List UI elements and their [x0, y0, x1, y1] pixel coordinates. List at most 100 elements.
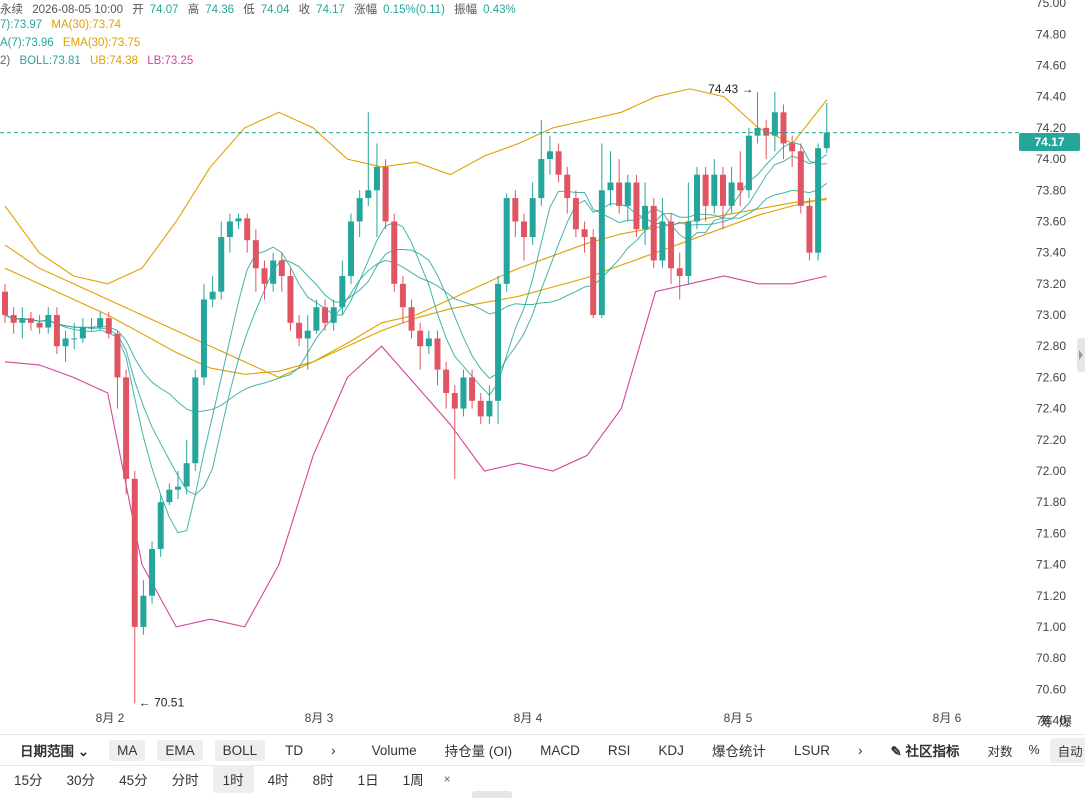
- max-price-label: 74.43 →: [708, 82, 753, 96]
- ma-info-line: 7):73.97 MA(30):73.74: [0, 19, 127, 31]
- close-icon[interactable]: ×: [443, 772, 451, 786]
- scroll-right-icon[interactable]: ›: [331, 742, 336, 758]
- candle-body: [572, 198, 579, 230]
- candle-body: [36, 322, 43, 328]
- log-scale-toggle[interactable]: 对数: [987, 744, 1013, 759]
- auto-scale-toggle[interactable]: 自动: [1049, 737, 1085, 763]
- candle-body: [745, 135, 752, 191]
- side-panel-toggle[interactable]: [1077, 338, 1085, 372]
- timeframe-4[interactable]: 1时: [212, 765, 254, 793]
- candle-body: [607, 182, 614, 191]
- indicator-lsur[interactable]: LSUR: [793, 742, 830, 758]
- liquidation-toggle[interactable]: 爆: [1059, 714, 1073, 729]
- change-label: 涨幅: [354, 4, 378, 16]
- close-label: 收: [298, 4, 311, 16]
- candle-body: [789, 143, 796, 152]
- indicator-boll[interactable]: BOLL: [214, 739, 266, 761]
- candle-body: [278, 260, 285, 277]
- y-tick-label: 72.60: [1036, 370, 1066, 384]
- candle-body: [702, 174, 709, 206]
- edit-icon: ✎: [890, 744, 902, 759]
- candle-body: [114, 333, 121, 378]
- timeframe-7[interactable]: 1日: [357, 773, 379, 788]
- candle-body: [53, 315, 60, 347]
- candle-body: [304, 330, 311, 339]
- indicator-macd[interactable]: MACD: [540, 742, 580, 758]
- timeframe-3[interactable]: 分时: [171, 773, 199, 788]
- candle-body: [676, 268, 683, 277]
- candle-body: [546, 151, 553, 160]
- timeframe-1[interactable]: 30分: [66, 773, 96, 788]
- candle-body: [2, 291, 8, 316]
- indicator-toolbar: 日期范围 ⌄ MA EMA BOLL TD › Volume 持仓量 (OI) …: [0, 734, 1085, 766]
- candle-body: [443, 369, 450, 394]
- date-range-selector[interactable]: 日期范围 ⌄: [12, 737, 97, 763]
- timeframe-2[interactable]: 45分: [119, 773, 148, 788]
- candle-body: [754, 127, 761, 136]
- symbol-suffix: 永续: [0, 4, 23, 16]
- candlestick-chart[interactable]: 75.00 74.80 74.60 74.40 74.20 74.00 73.80 73.60…: [0, 0, 1085, 733]
- y-tick-label: 75.00: [1036, 0, 1066, 10]
- indicator-rsi[interactable]: RSI: [607, 742, 631, 758]
- candle-body: [503, 198, 510, 284]
- candle-body: [642, 205, 649, 230]
- candle-body: [149, 548, 156, 596]
- candle-body: [166, 489, 173, 503]
- indicator-volume[interactable]: Volume: [371, 742, 417, 758]
- timeframe-8[interactable]: 1周: [402, 773, 424, 788]
- indicator-td[interactable]: TD: [285, 742, 304, 758]
- indicator-kdj[interactable]: KDJ: [658, 742, 684, 758]
- y-tick-label: 71.20: [1036, 589, 1066, 603]
- timeframe-6[interactable]: 8时: [312, 773, 334, 788]
- candle-body: [348, 221, 354, 277]
- low-label: 低: [243, 4, 255, 16]
- timeframe-0[interactable]: 15分: [14, 773, 43, 788]
- indicator-liquidation[interactable]: 爆仓统计: [711, 744, 766, 759]
- x-tick-label: 8月 3: [305, 711, 334, 725]
- boll-lb-value: LB:73.25: [147, 55, 194, 67]
- chip-distribution-toggle[interactable]: 筹: [1040, 714, 1054, 729]
- community-indicators-button[interactable]: ✎ 社区指标: [882, 737, 967, 763]
- current-price-tag: 74.17: [1019, 133, 1080, 151]
- candle-body: [469, 377, 476, 401]
- corner-tools[interactable]: 筹爆: [1040, 711, 1078, 730]
- candle-body: [564, 174, 571, 199]
- candle-body: [252, 240, 259, 269]
- ma-line: [4, 182, 828, 413]
- chart-area[interactable]: 75.00 74.80 74.60 74.40 74.20 74.00 73.80 73.60…: [0, 0, 1085, 733]
- y-tick-label: 73.80: [1036, 183, 1066, 197]
- ma7-value: 7):73.97: [0, 19, 43, 31]
- percent-scale-toggle[interactable]: %: [1028, 743, 1040, 757]
- indicator-ema[interactable]: EMA: [157, 739, 203, 761]
- indicator-open-interest[interactable]: 持仓量 (OI): [444, 744, 513, 759]
- date-range-label: 日期范围: [20, 744, 74, 759]
- candle-body: [417, 330, 424, 347]
- candle-body: [399, 283, 406, 308]
- ema30-value: EMA(30):73.75: [62, 37, 141, 49]
- indicator-ma[interactable]: MA: [109, 739, 146, 761]
- boll-lower-line: [4, 275, 827, 628]
- candle-body: [45, 315, 52, 328]
- x-tick-label: 8月 2: [96, 711, 125, 725]
- x-tick-label: 8月 5: [724, 711, 753, 725]
- y-tick-label: 72.80: [1036, 339, 1066, 353]
- timeframe-5[interactable]: 4时: [267, 773, 289, 788]
- candle-body: [140, 595, 147, 627]
- candle-body: [434, 338, 441, 370]
- high-label: 高: [187, 4, 200, 16]
- candle-body: [373, 166, 380, 191]
- candle-body: [668, 221, 675, 269]
- y-tick-label: 71.80: [1036, 495, 1066, 509]
- candle-body: [495, 283, 502, 401]
- scroll-right-icon[interactable]: ›: [857, 742, 863, 758]
- ema-info-line: A(7):73.96 EMA(30):73.75: [0, 37, 146, 49]
- amplitude-value: 0.43%: [483, 4, 516, 16]
- panel-drag-handle[interactable]: [472, 791, 512, 798]
- candle-body: [382, 166, 389, 222]
- candle-body: [590, 237, 597, 316]
- amplitude-label: 振幅: [454, 4, 478, 16]
- candle-body: [451, 393, 458, 409]
- y-tick-label: 74.60: [1036, 59, 1066, 73]
- y-tick-label: 73.60: [1036, 214, 1066, 228]
- ema7-value: A(7):73.96: [0, 37, 54, 49]
